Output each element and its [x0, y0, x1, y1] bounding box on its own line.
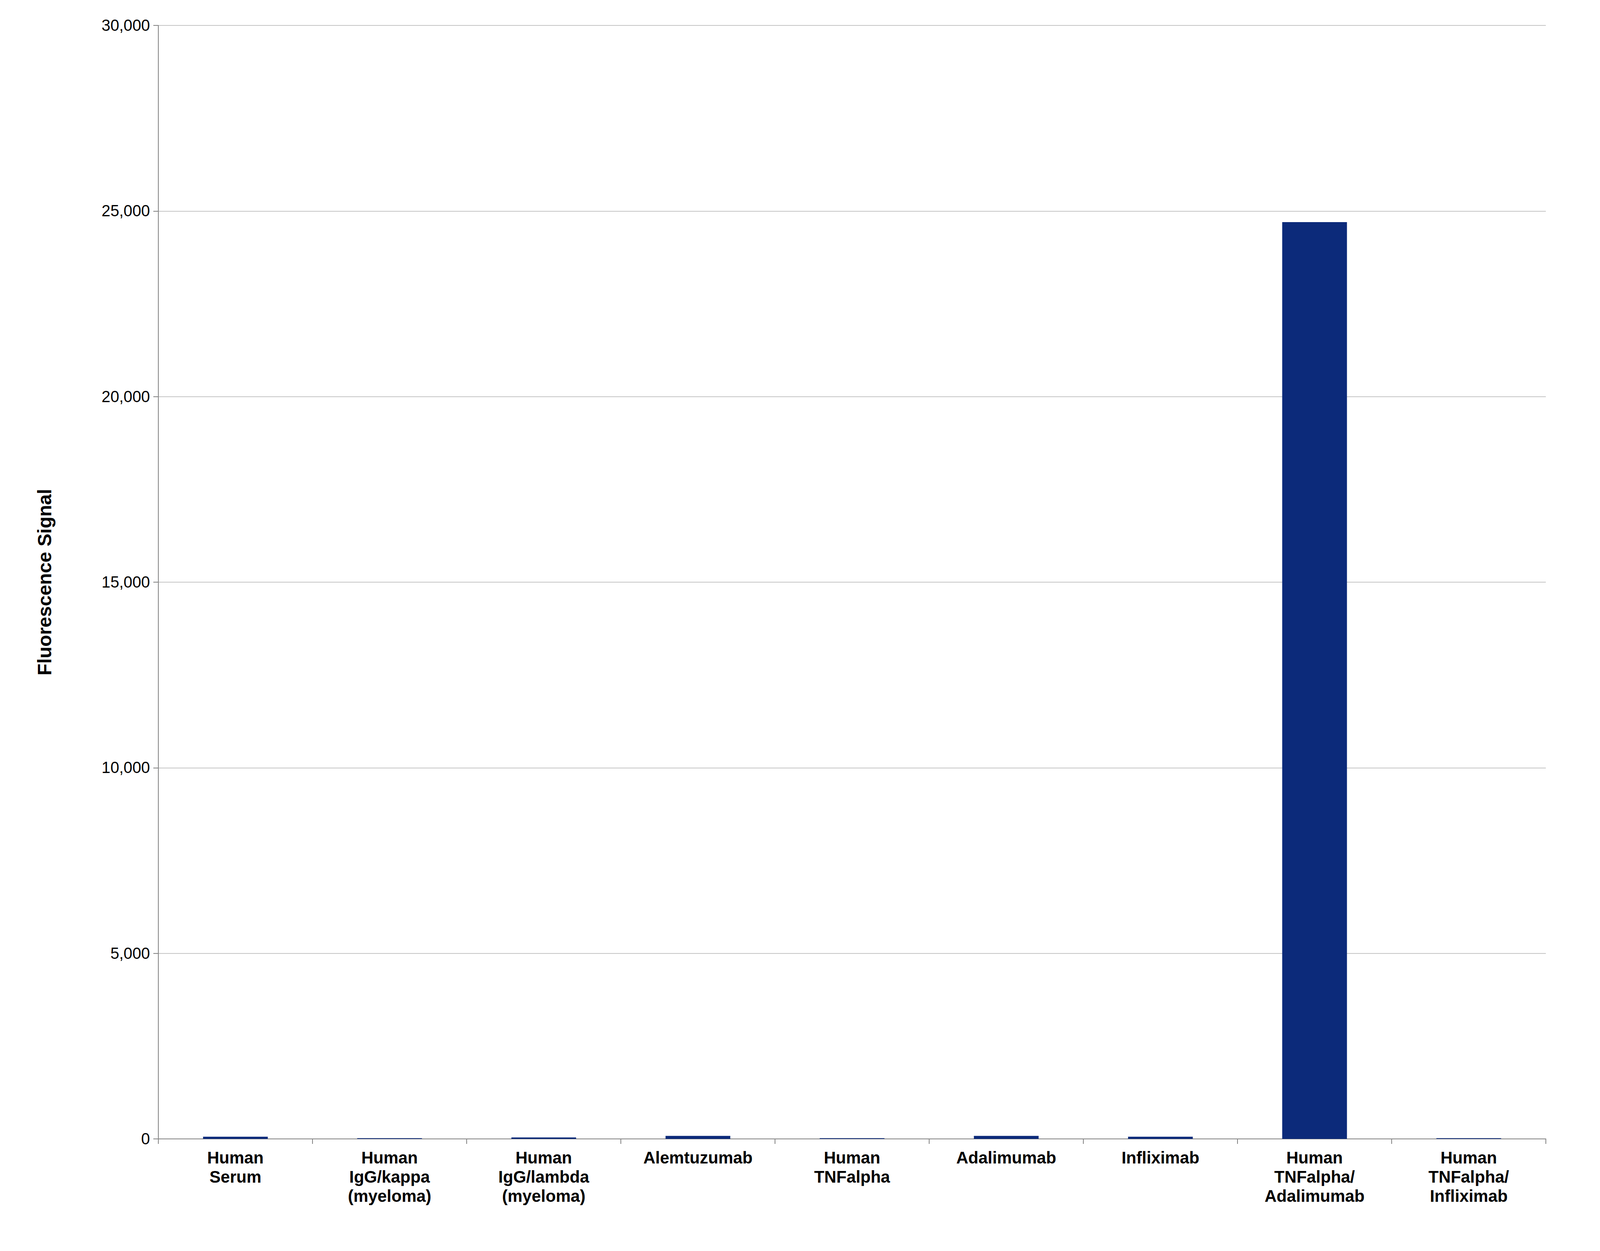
svg-text:TNFalpha/: TNFalpha/	[1428, 1167, 1509, 1186]
svg-text:Alemtuzumab: Alemtuzumab	[643, 1148, 753, 1167]
svg-text:(myeloma): (myeloma)	[347, 1186, 432, 1205]
svg-text:TNFalpha: TNFalpha	[814, 1167, 891, 1186]
svg-text:15,000: 15,000	[101, 573, 150, 591]
svg-text:10,000: 10,000	[101, 758, 150, 777]
svg-text:Human: Human	[1440, 1148, 1498, 1167]
svg-text:5,000: 5,000	[110, 944, 150, 963]
svg-text:IgG/lambda: IgG/lambda	[498, 1167, 590, 1186]
svg-text:20,000: 20,000	[101, 387, 150, 406]
svg-text:Infliximab: Infliximab	[1430, 1186, 1508, 1205]
svg-text:(myeloma): (myeloma)	[502, 1186, 586, 1205]
svg-text:Human: Human	[1286, 1148, 1343, 1167]
svg-text:Human: Human	[823, 1148, 881, 1167]
svg-text:Infliximab: Infliximab	[1121, 1148, 1200, 1167]
svg-text:0: 0	[141, 1130, 150, 1148]
svg-text:Serum: Serum	[209, 1167, 262, 1186]
svg-text:Human: Human	[515, 1148, 573, 1167]
svg-text:30,000: 30,000	[101, 16, 150, 35]
svg-text:Human: Human	[361, 1148, 418, 1167]
svg-text:TNFalpha/: TNFalpha/	[1274, 1167, 1355, 1186]
svg-text:Adalimumab: Adalimumab	[1264, 1186, 1365, 1205]
svg-text:25,000: 25,000	[101, 202, 150, 220]
svg-text:Fluorescence Signal: Fluorescence Signal	[33, 488, 56, 675]
svg-text:Human: Human	[207, 1148, 264, 1167]
svg-text:IgG/kappa: IgG/kappa	[349, 1167, 430, 1186]
svg-text:Adalimumab: Adalimumab	[956, 1148, 1057, 1167]
